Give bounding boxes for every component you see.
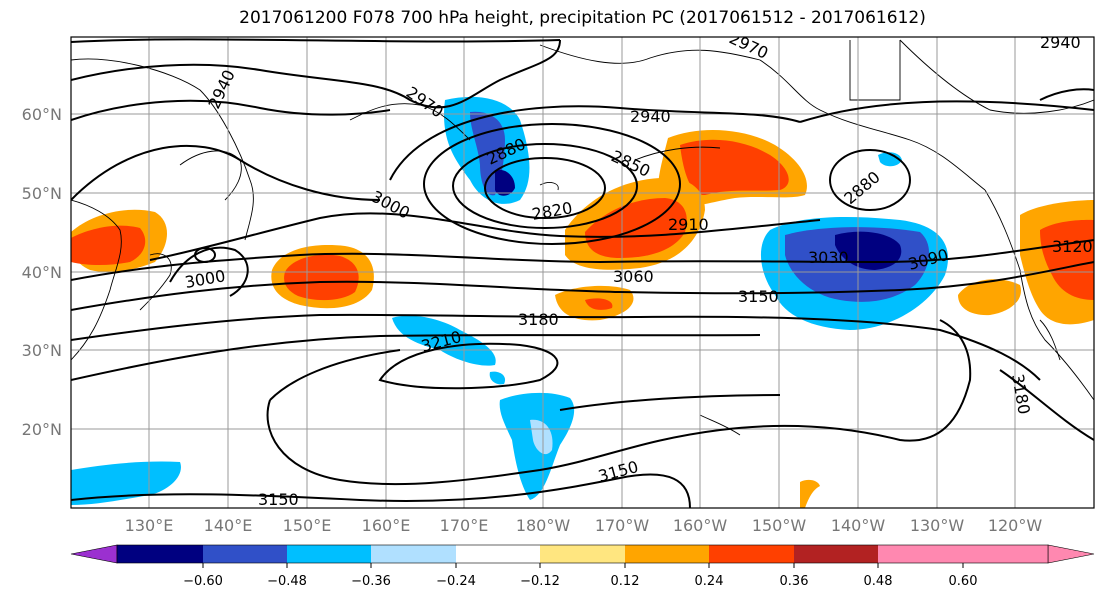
colorbar-bin — [878, 545, 963, 563]
lat-label: 60°N — [22, 105, 62, 124]
gridlines — [71, 37, 1094, 508]
colorbar-bin — [963, 545, 1048, 563]
contour-label: 3150 — [258, 490, 299, 509]
contour-label: 3030 — [808, 248, 849, 267]
colorbar-tick-label: −0.24 — [436, 574, 476, 589]
lon-label: 140°E — [204, 516, 253, 535]
colorbar: −0.60 −0.48 −0.36 −0.24 −0.12 0.12 0.24 … — [70, 544, 1095, 589]
colorbar-tick-label: 0.12 — [611, 574, 640, 589]
contour-label: 2940 — [1040, 33, 1081, 52]
colorbar-tick-label: 0.36 — [780, 574, 809, 589]
lon-label: 170°W — [595, 516, 650, 535]
colorbar-bin — [371, 545, 456, 563]
lon-label: 150°W — [752, 516, 807, 535]
colorbar-ticks — [202, 563, 964, 568]
colorbar-tick-label: 0.24 — [695, 574, 724, 589]
contour-label: 3060 — [613, 267, 654, 286]
colorbar-bin — [709, 545, 794, 563]
colorbar-extend-right — [1047, 544, 1095, 564]
contour-label: 2910 — [668, 215, 709, 234]
precip-negative-area — [392, 315, 496, 366]
map-frame — [70, 36, 1095, 509]
contour-label: 3150 — [738, 287, 779, 306]
colorbar-bin — [625, 545, 709, 563]
lon-label: 180°W — [516, 516, 571, 535]
colorbar-tick-label: −0.36 — [351, 574, 391, 589]
lat-label: 30°N — [22, 341, 62, 360]
colorbar-bin — [456, 545, 540, 563]
colorbar-tick-label: 0.60 — [949, 574, 978, 589]
colorbar-bin — [287, 545, 371, 563]
latitude-labels: 60°N 50°N 40°N 30°N 20°N — [22, 105, 62, 439]
colorbar-tick-label: −0.48 — [267, 574, 307, 589]
contour-label: 3120 — [1052, 237, 1093, 256]
colorbar-tick-label: −0.60 — [183, 574, 223, 589]
colorbar-bin — [117, 545, 203, 563]
map-area: 2940 2970 2940 2880 2850 2820 3000 3000 … — [71, 33, 1094, 509]
colorbar-bin — [540, 545, 625, 563]
lon-label: 160°E — [362, 516, 411, 535]
lon-label: 140°W — [831, 516, 886, 535]
lon-label: 160°W — [673, 516, 728, 535]
lat-label: 20°N — [22, 420, 62, 439]
contour-label: 2940 — [630, 107, 671, 126]
colorbar-tick-label: −0.12 — [520, 574, 560, 589]
colorbar-bin — [203, 545, 287, 563]
lon-label: 170°E — [440, 516, 489, 535]
lon-label: 120°W — [988, 516, 1043, 535]
colorbar-bin — [794, 545, 878, 563]
colorbar-tick-label: 0.48 — [864, 574, 893, 589]
lon-label: 150°E — [283, 516, 332, 535]
contour-label: 3180 — [518, 310, 559, 329]
map-title: 2017061200 F078 700 hPa height, precipit… — [239, 8, 926, 28]
longitude-labels: 130°E 140°E 150°E 160°E 170°E 180°W 170°… — [125, 516, 1043, 535]
lon-label: 130°E — [125, 516, 174, 535]
height-contours — [71, 38, 1094, 508]
lat-label: 50°N — [22, 184, 62, 203]
colorbar-extend-left — [70, 544, 118, 564]
lon-label: 130°W — [910, 516, 965, 535]
lat-label: 40°N — [22, 263, 62, 282]
colorbar-tick-labels: −0.60 −0.48 −0.36 −0.24 −0.12 0.12 0.24 … — [183, 574, 977, 589]
